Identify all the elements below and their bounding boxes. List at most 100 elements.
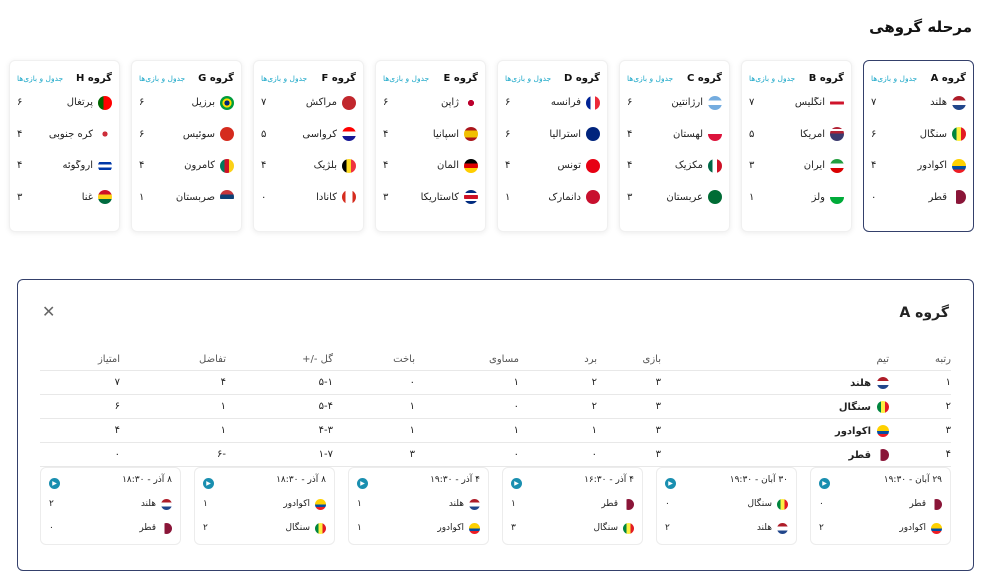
team-score: ۰ xyxy=(665,499,670,509)
table-row[interactable]: ۴ ۳ ۰ ۰ ۳ ۱-۷ -۶ ۰ قطر xyxy=(40,443,951,467)
group-team-row: اروگوئه ۴ xyxy=(17,150,112,182)
schedule-link[interactable]: جدول و بازی‌ها xyxy=(627,73,674,83)
group-card[interactable]: گروه H جدول و بازی‌ها پرتغال ۶ کره جنوبی ۴ ارو… xyxy=(9,60,120,232)
group-card-header: گروه B جدول و بازی‌ها xyxy=(749,69,844,87)
group-team-row: کرواسی ۵ xyxy=(261,119,356,151)
team-points: ۳ xyxy=(383,191,389,203)
cell-team: اکوادور xyxy=(835,425,889,437)
flag-icon xyxy=(708,95,722,110)
match-card[interactable]: ۲۹ آبان - ۱۹:۳۰ ▶ قطر ۰ اکوادور ۲ xyxy=(810,467,951,545)
team-name: هلند xyxy=(756,523,772,533)
group-team-row: غنا ۳ xyxy=(17,182,112,214)
match-team: هلند ۲ xyxy=(665,517,788,539)
team-name: قطر xyxy=(139,523,156,533)
group-team-row: کره جنوبی ۴ xyxy=(17,119,112,151)
group-card[interactable]: گروه E جدول و بازی‌ها ژاپن ۶ اسپانیا ۴ آلمان ۴ ک… xyxy=(375,60,486,232)
cell-win: ۲ xyxy=(591,377,597,388)
team-points: ۶ xyxy=(505,128,511,140)
match-card[interactable]: ۴ آذر - ۱۹:۳۰ ▶ هلند ۱ اکوادور ۱ xyxy=(348,467,489,545)
team-points: ۳ xyxy=(627,191,633,203)
play-icon[interactable]: ▶ xyxy=(819,478,830,489)
cell-rank: ۳ xyxy=(945,425,951,436)
group-team-row: مکزیک ۴ xyxy=(627,150,722,182)
team-name: کره جنوبی xyxy=(48,128,93,140)
group-card[interactable]: گروه B جدول و بازی‌ها انگلیس ۷ آمریکا ۵ ایران ۳… xyxy=(741,60,852,232)
match-team: قطر ۱ xyxy=(511,493,634,515)
schedule-link[interactable]: جدول و بازی‌ها xyxy=(383,73,430,83)
flag-icon xyxy=(708,190,722,205)
group-name: گروه D xyxy=(564,72,600,84)
group-team-row: تونس ۴ xyxy=(505,150,600,182)
team-points: ۷ xyxy=(749,97,755,109)
group-card[interactable]: گروه A جدول و بازی‌ها هلند ۷ سنگال ۶ اکوادور ۴ ق… xyxy=(863,60,974,232)
flag-icon xyxy=(464,158,478,173)
table-row[interactable]: ۳ ۳ ۱ ۱ ۱ ۴-۳ ۱ ۴ اکوادور xyxy=(40,419,951,443)
match-card[interactable]: ۳۰ آبان - ۱۹:۳۰ ▶ سنگال ۰ هلند ۲ xyxy=(656,467,797,545)
match-team: اکوادور ۲ xyxy=(819,517,942,539)
group-team-row: ژاپن ۶ xyxy=(383,87,478,119)
flag-icon xyxy=(98,190,112,205)
cell-team: هلند xyxy=(850,377,889,389)
match-card[interactable]: ۸ آذر - ۱۸:۳۰ ▶ اکوادور ۱ سنگال ۲ xyxy=(194,467,335,545)
schedule-link[interactable]: جدول و بازی‌ها xyxy=(505,73,552,83)
table-row[interactable]: ۲ ۳ ۲ ۰ ۱ ۵-۴ ۱ ۶ سنگال xyxy=(40,395,951,419)
cell-win: ۰ xyxy=(591,449,597,460)
cell-goals: ۵-۴ xyxy=(318,401,333,412)
team-name: سوئیس xyxy=(182,128,215,140)
team-name: ژاپن xyxy=(440,97,459,109)
flag-icon xyxy=(342,127,356,142)
match-card[interactable]: ۸ آذر - ۱۸:۳۰ ▶ هلند ۲ قطر ۰ xyxy=(40,467,181,545)
team-name: ایران xyxy=(803,160,825,172)
match-card[interactable]: ۴ آذر - ۱۶:۳۰ ▶ قطر ۱ سنگال ۳ xyxy=(502,467,643,545)
team-name: استرالیا xyxy=(549,128,581,140)
team-name: مکزیک xyxy=(674,160,703,172)
team-score: ۱ xyxy=(511,499,516,509)
group-card-header: گروه C جدول و بازی‌ها xyxy=(627,69,722,87)
schedule-link[interactable]: جدول و بازی‌ها xyxy=(261,73,308,83)
flag-icon xyxy=(586,190,600,205)
cell-loss: ۰ xyxy=(409,377,415,388)
header-win: برد xyxy=(584,354,597,365)
play-icon[interactable]: ▶ xyxy=(357,478,368,489)
flag-icon xyxy=(586,158,600,173)
team-name: اکوادور xyxy=(437,523,464,533)
team-name: تونس xyxy=(557,160,581,172)
group-team-row: لهستان ۴ xyxy=(627,119,722,151)
play-icon[interactable]: ▶ xyxy=(49,478,60,489)
schedule-link[interactable]: جدول و بازی‌ها xyxy=(139,73,186,83)
team-name: مراکش xyxy=(305,97,337,109)
close-icon[interactable]: ✕ xyxy=(42,302,56,321)
team-points: ۷ xyxy=(871,97,877,109)
schedule-link[interactable]: جدول و بازی‌ها xyxy=(871,73,918,83)
group-team-row: ایران ۳ xyxy=(749,150,844,182)
flag-icon xyxy=(98,95,112,110)
team-name: بلژیک xyxy=(313,160,337,172)
group-card[interactable]: گروه D جدول و بازی‌ها فرانسه ۶ استرالیا ۶ تونس… xyxy=(497,60,608,232)
table-row[interactable]: ۱ ۳ ۲ ۱ ۰ ۵-۱ ۴ ۷ هلند xyxy=(40,371,951,395)
team-points: ۵ xyxy=(261,128,267,140)
schedule-link[interactable]: جدول و بازی‌ها xyxy=(17,73,64,83)
group-team-row: آلمان ۴ xyxy=(383,150,478,182)
flag-icon xyxy=(586,95,600,110)
group-team-row: استرالیا ۶ xyxy=(505,119,600,151)
team-points: ۱ xyxy=(749,191,755,203)
group-card[interactable]: گروه C جدول و بازی‌ها آرژانتین ۶ لهستان ۴ مکزی… xyxy=(619,60,730,232)
group-card[interactable]: گروه F جدول و بازی‌ها مراکش ۷ کرواسی ۵ بلژیک ۴ ک… xyxy=(253,60,364,232)
flag-icon xyxy=(952,127,966,142)
matches-row: ۲۹ آبان - ۱۹:۳۰ ▶ قطر ۰ اکوادور ۲ ۳۰ آبان - ۱۹… xyxy=(40,467,951,545)
play-icon[interactable]: ▶ xyxy=(665,478,676,489)
play-icon[interactable]: ▶ xyxy=(511,478,522,489)
team-name: قطر xyxy=(848,449,871,461)
team-points: ۰ xyxy=(871,191,877,203)
schedule-link[interactable]: جدول و بازی‌ها xyxy=(749,73,796,83)
flag-icon xyxy=(342,95,356,110)
group-team-row: کانادا ۰ xyxy=(261,182,356,214)
flag-icon xyxy=(952,158,966,173)
team-points: ۱ xyxy=(505,191,511,203)
group-card[interactable]: گروه G جدول و بازی‌ها برزیل ۶ سوئیس ۶ کامرون ۴ ص… xyxy=(131,60,242,232)
play-icon[interactable]: ▶ xyxy=(203,478,214,489)
team-name: پرتغال xyxy=(66,97,93,109)
flag-icon xyxy=(315,498,326,510)
flag-icon xyxy=(342,190,356,205)
team-name: کرواسی xyxy=(302,128,337,140)
